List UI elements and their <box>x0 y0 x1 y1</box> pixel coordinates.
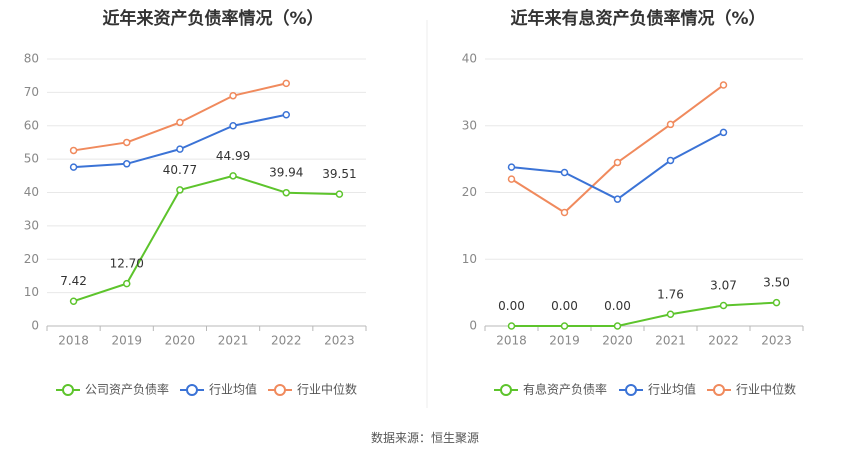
data-label: 0.00 <box>604 299 631 313</box>
y-tick-label: 40 <box>24 185 39 199</box>
data-point-median <box>69 146 78 155</box>
data-label: 0.00 <box>551 299 578 313</box>
data-point-company <box>507 322 516 330</box>
x-tick-label: 2019 <box>111 334 142 348</box>
data-point-avg <box>69 163 78 171</box>
data-point-avg <box>123 160 131 168</box>
legend-item: 公司资产负债率 <box>56 382 169 397</box>
x-tick-label: 2021 <box>218 334 249 348</box>
y-tick-label: 40 <box>462 52 477 66</box>
data-label: 12.70 <box>110 257 144 271</box>
chart-title: 近年来有息资产负债率情况（%） <box>510 8 765 29</box>
data-point-company <box>176 186 184 194</box>
data-label: 7.42 <box>60 274 87 288</box>
y-tick-label: 50 <box>24 152 39 166</box>
legend-marker-company <box>500 384 512 396</box>
data-label: 40.77 <box>163 163 197 177</box>
legend-label: 行业中位数 <box>297 382 357 397</box>
data-point-median <box>123 138 131 147</box>
legend-marker-avg <box>625 384 637 396</box>
data-point-company <box>282 188 290 197</box>
legend-label: 行业均值 <box>209 382 257 397</box>
data-point-company <box>719 301 728 310</box>
data-point-company <box>69 297 78 305</box>
data-point-company <box>560 322 569 330</box>
series-line-company <box>511 301 777 327</box>
data-label: 39.51 <box>322 167 356 181</box>
y-tick-label: 80 <box>24 52 39 66</box>
data-point-avg <box>282 110 290 119</box>
x-tick-label: 2023 <box>324 334 355 348</box>
y-tick-label: 60 <box>24 118 39 132</box>
x-tick-label: 2021 <box>655 334 686 348</box>
series-line-median <box>73 82 287 152</box>
data-point-median <box>507 175 516 183</box>
chart-title: 近年来资产负债率情况（%） <box>102 8 323 29</box>
x-tick-label: 2018 <box>58 334 89 348</box>
chart-panel-debt-ratio: 近年来资产负债率情况（%） 0 10 20 30 40 50 60 70 80 2018 2019 20… <box>24 8 367 397</box>
x-tick-label: 2020 <box>602 334 633 348</box>
data-point-company <box>335 190 344 198</box>
data-point-company <box>229 172 237 180</box>
legend-item: 行业中位数 <box>268 382 357 397</box>
y-tick-label: 30 <box>462 118 477 132</box>
source-note: 数据来源：恒生聚源 <box>371 430 479 445</box>
y-tick-label: 70 <box>24 85 39 99</box>
legend-label: 行业均值 <box>648 382 696 397</box>
data-label: 1.76 <box>657 287 684 301</box>
x-tick-label: 2019 <box>549 334 580 348</box>
legend-marker-median <box>274 384 286 396</box>
legend-item: 行业均值 <box>619 382 696 397</box>
data-label: 44.99 <box>216 149 250 163</box>
y-tick-label: 0 <box>31 319 39 333</box>
legend-label: 行业中位数 <box>736 382 796 397</box>
series-line-company <box>73 174 340 303</box>
legend-item: 有息资产负债率 <box>494 382 607 397</box>
x-tick-label: 2020 <box>165 334 196 348</box>
y-tick-label: 20 <box>24 252 39 266</box>
data-point-avg <box>229 122 237 130</box>
x-tick-label: 2018 <box>496 334 527 348</box>
data-point-avg <box>560 168 569 177</box>
data-label: 39.94 <box>269 166 303 180</box>
legend-marker-avg <box>186 384 198 396</box>
data-label: 3.07 <box>710 279 737 293</box>
data-point-median <box>229 91 237 100</box>
y-tick-label: 20 <box>462 185 477 199</box>
data-point-avg <box>613 195 622 203</box>
y-tick-label: 30 <box>24 218 39 232</box>
y-tick-label: 0 <box>469 319 477 333</box>
data-point-company <box>666 310 675 319</box>
x-tick-label: 2023 <box>761 334 792 348</box>
data-point-median <box>282 79 290 88</box>
x-tick-label: 2022 <box>271 334 302 348</box>
data-point-median <box>613 158 622 167</box>
data-point-avg <box>666 156 675 165</box>
data-point-median <box>719 81 728 89</box>
data-point-avg <box>507 163 516 171</box>
legend-label: 公司资产负债率 <box>85 382 169 397</box>
legend-marker-company <box>62 384 74 396</box>
y-tick-label: 10 <box>24 285 39 299</box>
x-tick-label: 2022 <box>708 334 739 348</box>
data-point-median <box>176 118 184 127</box>
legend-marker-median <box>713 384 725 396</box>
chart-panel-interest-debt-ratio: 近年来有息资产负债率情况（%） 0 10 20 30 40 2018 2019 2020 2021… <box>462 8 804 397</box>
data-point-company <box>123 279 131 288</box>
data-point-company <box>613 322 622 330</box>
legend-item: 行业均值 <box>180 382 257 397</box>
data-point-median <box>560 208 569 217</box>
legend-item: 行业中位数 <box>707 382 796 397</box>
data-label: 3.50 <box>763 276 790 290</box>
data-point-company <box>772 298 781 307</box>
data-label: 0.00 <box>498 299 525 313</box>
y-tick-label: 10 <box>462 252 477 266</box>
data-point-avg <box>719 128 728 137</box>
data-point-median <box>666 120 675 129</box>
legend-label: 有息资产负债率 <box>523 382 607 397</box>
data-point-avg <box>176 145 184 153</box>
